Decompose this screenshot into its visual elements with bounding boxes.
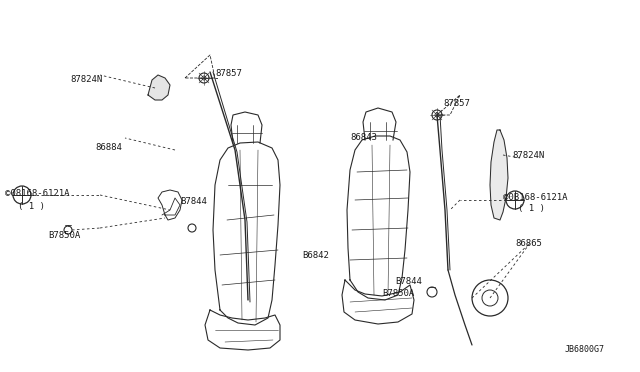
Polygon shape (148, 75, 170, 100)
Polygon shape (490, 130, 508, 220)
Text: 87857: 87857 (215, 70, 242, 78)
Text: 86865: 86865 (515, 238, 542, 247)
Text: B7844: B7844 (395, 278, 422, 286)
Text: ©08168-6121A: ©08168-6121A (5, 189, 70, 198)
Text: 87824N: 87824N (512, 151, 544, 160)
Text: ©0B168-6121A: ©0B168-6121A (503, 192, 568, 202)
Text: B6842: B6842 (302, 250, 329, 260)
Text: B7844: B7844 (180, 198, 207, 206)
Text: ( 1 ): ( 1 ) (18, 202, 45, 211)
Text: 87857: 87857 (443, 99, 470, 109)
Text: ( 1 ): ( 1 ) (518, 203, 545, 212)
Text: JB6800G7: JB6800G7 (565, 346, 605, 355)
Text: B7850A: B7850A (48, 231, 80, 240)
Text: 86843: 86843 (350, 134, 377, 142)
Text: B7850A: B7850A (382, 289, 414, 298)
Text: 87824N: 87824N (70, 76, 102, 84)
Text: 86884: 86884 (95, 144, 122, 153)
